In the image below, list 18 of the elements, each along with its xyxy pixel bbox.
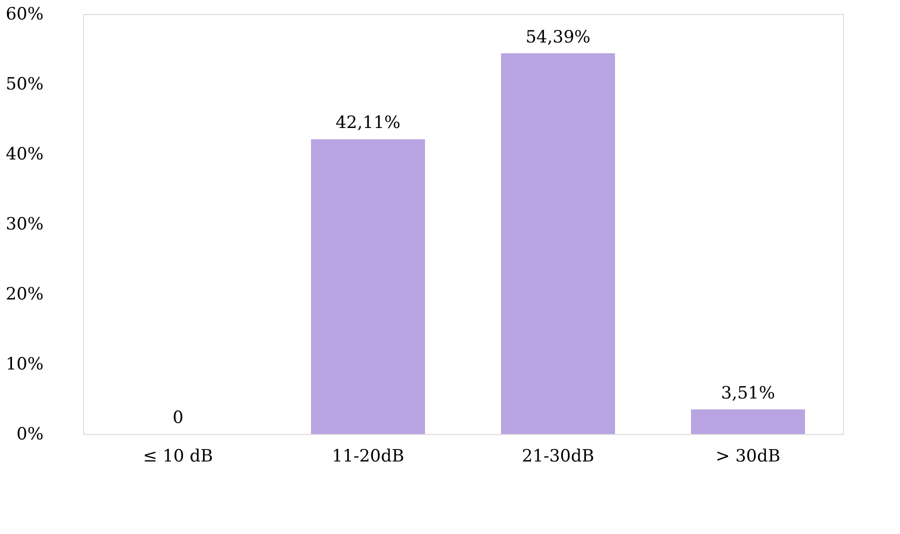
y-tick-label: 0%: [16, 424, 44, 444]
y-tick-label: 50%: [6, 74, 44, 94]
y-tick-label: 60%: [6, 4, 44, 24]
x-tick-label: > 30dB: [716, 446, 780, 466]
bar: [691, 409, 805, 434]
y-tick-label: 20%: [6, 284, 44, 304]
y-tick-label: 10%: [6, 354, 44, 374]
data-label: 3,51%: [720, 383, 776, 404]
data-label: 54,39%: [526, 27, 590, 48]
x-tick-label: 11-20dB: [332, 446, 404, 466]
data-label: 42,11%: [336, 113, 400, 134]
x-tick-label: ≤ 10 dB: [142, 446, 214, 466]
data-label: 0: [172, 408, 184, 428]
y-tick-label: 40%: [6, 144, 44, 164]
y-tick-label: 30%: [6, 214, 44, 234]
bar: [501, 53, 615, 434]
x-tick-label: 21-30dB: [522, 446, 594, 466]
bar: [311, 139, 425, 434]
